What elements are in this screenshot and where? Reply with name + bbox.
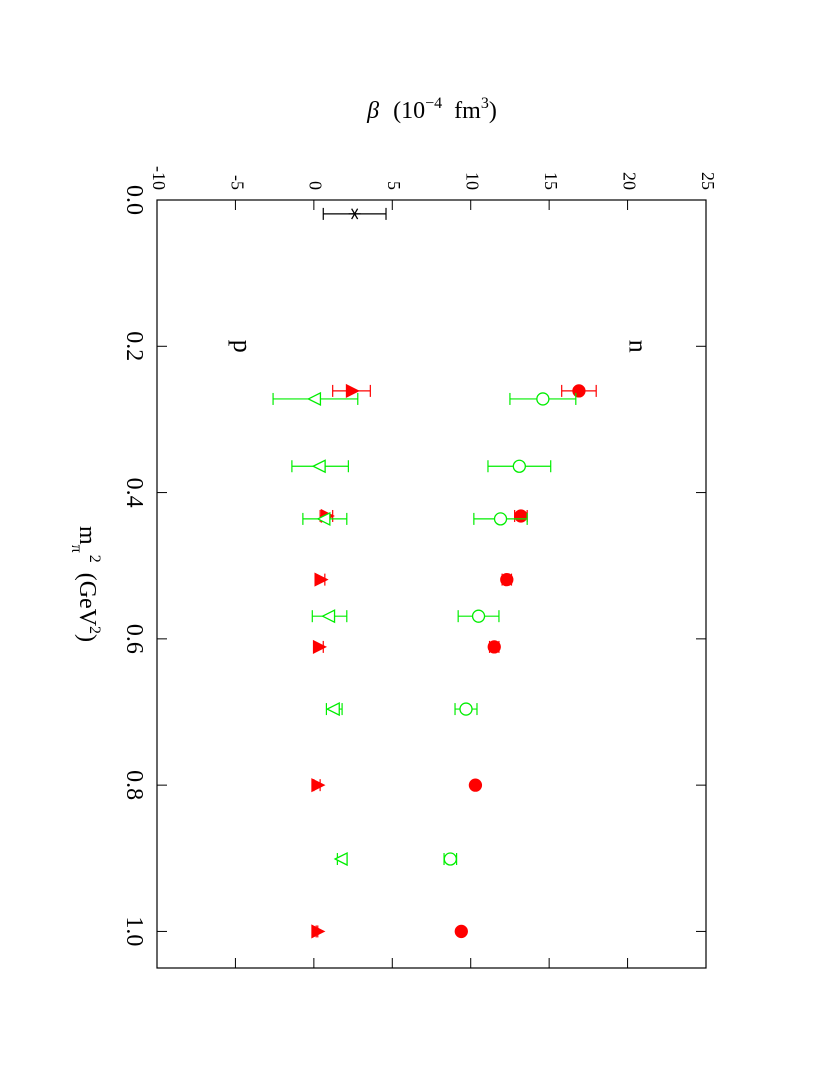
x-tick-label: 0.6	[121, 624, 147, 654]
y-tick-label: 0	[306, 181, 326, 190]
y-axis-label: β (10−4 fm3)	[366, 95, 497, 124]
marker	[325, 702, 340, 717]
marker	[468, 778, 483, 792]
marker	[311, 924, 326, 939]
plot-area: mπ2(GeV2) β (10−4 fm3) 0.00.20.40.60.81.0-…	[68, 95, 718, 969]
marker	[321, 609, 336, 624]
x-label-part: m	[74, 526, 100, 545]
marker	[471, 609, 486, 623]
y-tick-label: 20	[619, 172, 639, 190]
y-label-part: −4	[425, 95, 442, 112]
y-label-part: β	[366, 98, 379, 124]
marker	[443, 852, 457, 866]
marker	[493, 512, 508, 526]
marker	[500, 572, 514, 587]
annotation: n	[623, 340, 652, 353]
marker	[514, 509, 528, 523]
marker	[311, 459, 326, 474]
y-tick-label: 25	[698, 172, 718, 190]
y-tick-label: -10	[149, 166, 169, 190]
marker	[348, 208, 361, 220]
marker	[312, 639, 328, 654]
marker	[316, 511, 331, 526]
x-label-part: (GeV	[74, 573, 100, 627]
marker	[311, 778, 326, 793]
y-tick-label: 15	[541, 172, 561, 190]
marker	[345, 383, 360, 398]
x-label-part: 2	[86, 555, 103, 563]
marker	[487, 640, 501, 654]
marker	[459, 702, 473, 716]
x-label-part: 2	[86, 626, 103, 634]
x-tick-label: 0.2	[121, 331, 147, 361]
y-label-part: )	[489, 98, 497, 124]
marker	[454, 924, 468, 939]
x-tick-label: 0.8	[121, 770, 147, 800]
y-tick-label: 10	[463, 172, 483, 190]
x-label-part: π	[68, 545, 85, 553]
marker	[306, 391, 322, 407]
plot-frame	[156, 199, 707, 969]
x-tick-label: 1.0	[121, 916, 147, 946]
marker	[333, 851, 348, 867]
annotation: p	[228, 340, 257, 353]
x-axis-label: mπ2(GeV2)	[68, 526, 103, 642]
marker	[512, 459, 526, 473]
marker	[314, 572, 329, 587]
x-label-part: )	[74, 634, 100, 642]
x-tick-label: 0.0	[121, 185, 147, 215]
y-tick-label: 5	[384, 181, 404, 190]
y-label-part: fm	[454, 98, 481, 124]
y-label-part: (10	[393, 98, 425, 124]
y-label-part: 3	[481, 95, 489, 112]
y-tick-label: -5	[227, 175, 247, 190]
marker	[572, 384, 586, 398]
marker	[536, 392, 550, 406]
star-stroke	[351, 208, 359, 220]
x-tick-label: 0.4	[121, 478, 147, 508]
